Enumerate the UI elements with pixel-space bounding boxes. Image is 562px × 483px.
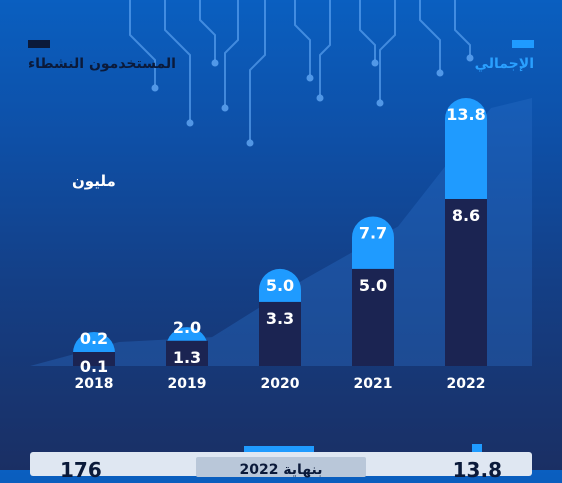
- bar-active-2020: [259, 301, 301, 366]
- label-total-2020: 5.0: [266, 276, 294, 295]
- bar-active-2022: [445, 198, 487, 366]
- bar-active-2019: [166, 340, 208, 366]
- legend-active-label: المستخدمون النشطاء: [28, 56, 176, 72]
- x-tick-2022: 2022: [447, 376, 486, 392]
- legend-active-swatch: [28, 40, 50, 48]
- label-active-2021: 5.0: [359, 276, 387, 295]
- footer-left-value: 176: [60, 458, 102, 482]
- label-active-2022: 8.6: [452, 206, 480, 225]
- label-active-2020: 3.3: [266, 309, 294, 328]
- footer-accent: [244, 446, 314, 456]
- legend-total-swatch: [512, 40, 534, 48]
- footer-accent-small: [472, 444, 482, 452]
- label-total-2018: 0.2: [80, 329, 108, 348]
- x-tick-2021: 2021: [354, 376, 393, 392]
- footer-pill: بنهاية 2022: [196, 457, 366, 478]
- x-tick-2019: 2019: [168, 376, 207, 392]
- legend-total: الإجمالي: [475, 40, 534, 72]
- x-tick-2020: 2020: [261, 376, 300, 392]
- x-tick-2018: 2018: [75, 376, 114, 392]
- legend-active: المستخدمون النشطاء: [28, 40, 176, 72]
- area-background: [30, 98, 532, 366]
- footer-right-value: 13.8: [452, 458, 502, 482]
- bar-active-2018: [73, 352, 115, 366]
- label-active-2019: 1.3: [173, 348, 201, 367]
- label-active-2018: 0.1: [80, 357, 108, 376]
- label-total-2021: 7.7: [359, 223, 387, 242]
- bar-active-2021: [352, 268, 394, 366]
- unit-label: مليون: [72, 172, 116, 190]
- circuit-decoration: [129, 0, 474, 147]
- label-total-2022: 13.8: [446, 105, 485, 124]
- label-total-2019: 2.0: [173, 318, 201, 337]
- legend-total-label: الإجمالي: [474, 56, 534, 72]
